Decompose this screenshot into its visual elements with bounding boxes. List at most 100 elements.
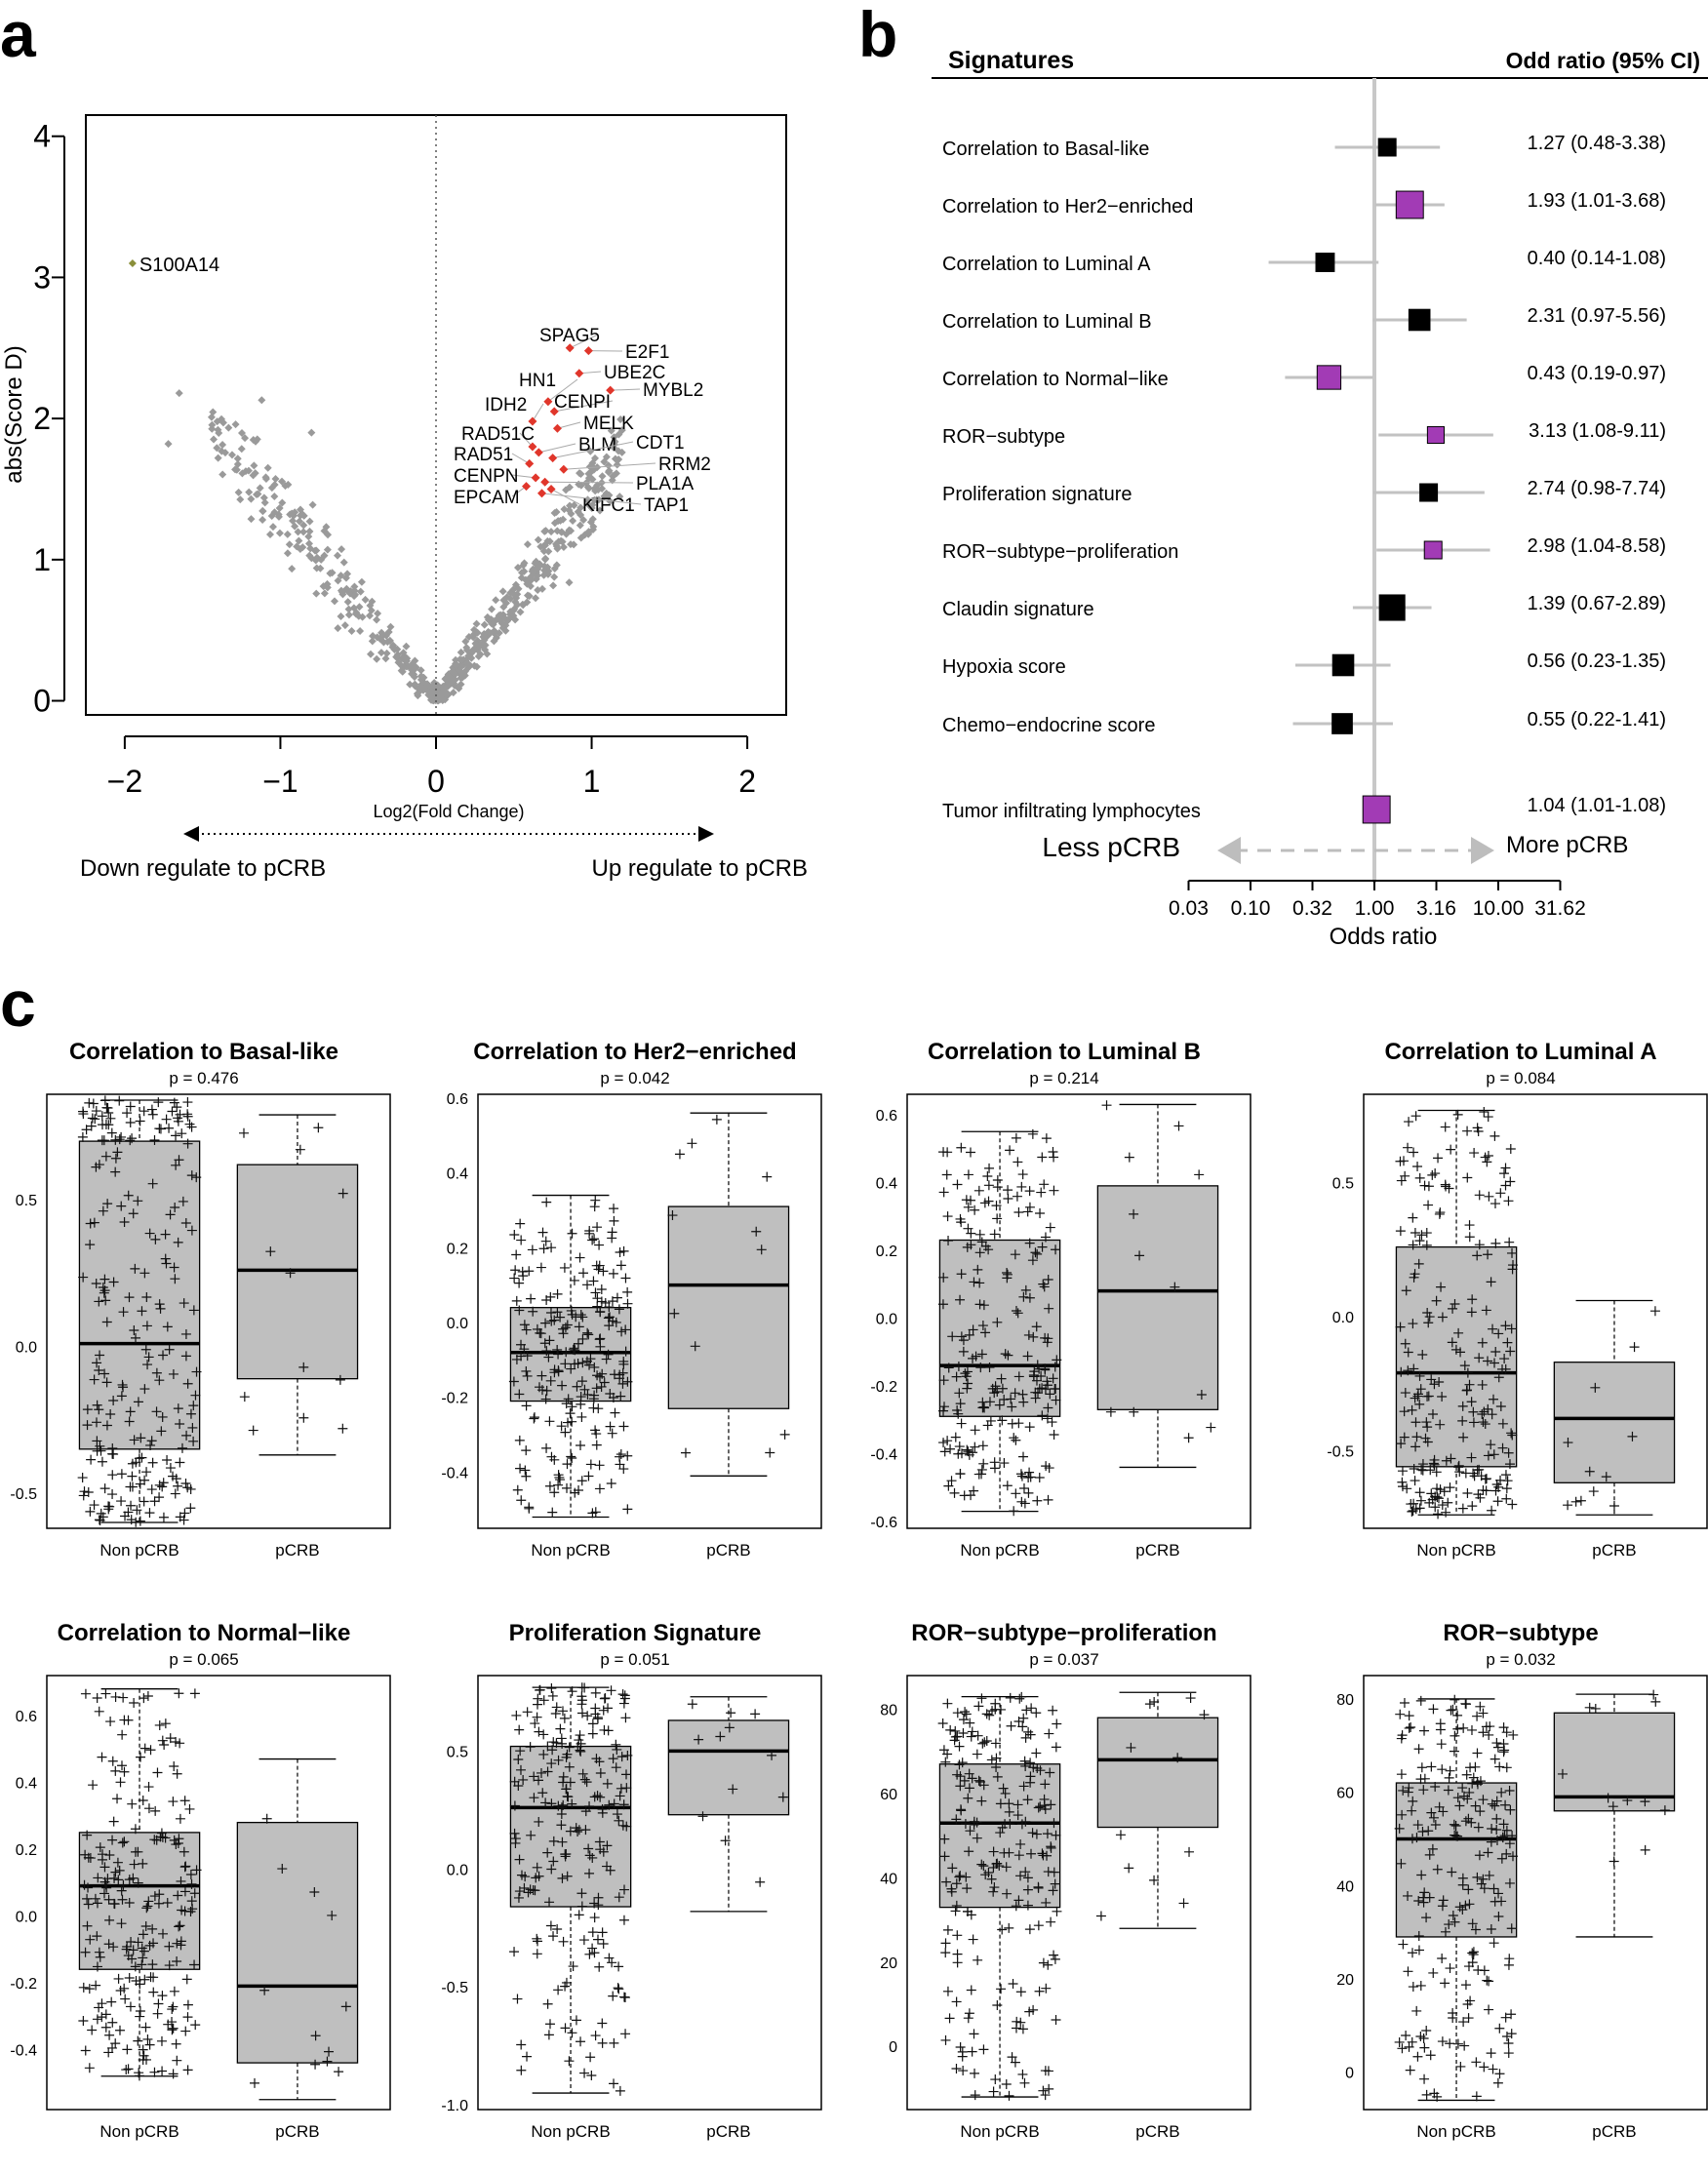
data-point xyxy=(984,1711,994,1720)
data-point xyxy=(1046,1223,1055,1233)
data-point xyxy=(592,1441,602,1450)
y-tick-label: 3 xyxy=(33,259,51,295)
boxplot-y-tick-label: 40 xyxy=(1336,1878,1354,1895)
data-point xyxy=(945,1444,955,1454)
data-point xyxy=(568,1229,577,1239)
data-point xyxy=(1414,1744,1424,1754)
data-point xyxy=(1409,1147,1418,1157)
data-point xyxy=(1017,2070,1027,2079)
gene-point xyxy=(165,440,173,448)
data-point xyxy=(1469,1950,1479,1959)
data-point xyxy=(609,1269,618,1279)
odds-marker xyxy=(1378,138,1396,156)
boxplot-y-tick-label: 0.2 xyxy=(876,1244,897,1260)
gene-point xyxy=(331,597,338,605)
data-point xyxy=(545,2019,555,2029)
data-point xyxy=(173,1481,182,1491)
data-point xyxy=(622,1451,632,1461)
data-point xyxy=(101,2009,111,2019)
data-point xyxy=(577,1682,587,1692)
gene-point xyxy=(362,596,370,604)
data-point xyxy=(539,1695,549,1705)
data-point xyxy=(555,1724,565,1734)
gene-point xyxy=(276,530,284,537)
data-point xyxy=(566,1408,576,1418)
gene-point xyxy=(547,528,555,535)
data-point xyxy=(108,1449,118,1459)
data-point xyxy=(1034,1920,1044,1930)
data-point xyxy=(1014,1694,1024,1704)
forest-tick-label: 0.32 xyxy=(1292,897,1332,920)
data-point xyxy=(577,1708,587,1718)
odds-marker xyxy=(1332,654,1354,676)
data-point xyxy=(945,2013,955,2023)
data-point xyxy=(1052,1718,1061,1728)
data-point xyxy=(1494,2024,1504,2034)
data-point xyxy=(675,1149,685,1159)
data-point xyxy=(618,1689,628,1699)
data-point xyxy=(185,1120,195,1129)
data-point xyxy=(1455,2062,1465,2072)
data-point xyxy=(958,2066,968,2075)
data-point xyxy=(155,1720,165,1730)
data-point xyxy=(559,1937,569,1947)
boxplot-y-tick-label: 0.4 xyxy=(447,1166,468,1183)
data-point xyxy=(1585,1703,1595,1713)
gene-point xyxy=(248,515,256,523)
data-point xyxy=(1459,2041,1469,2051)
data-point xyxy=(86,1455,96,1465)
data-point xyxy=(104,1502,114,1512)
signature-label: Proliferation signature xyxy=(942,484,1132,505)
data-point xyxy=(1096,1912,1106,1921)
data-point xyxy=(105,1717,115,1726)
data-point xyxy=(1416,1981,1426,1991)
data-point xyxy=(515,1464,525,1474)
data-point xyxy=(1428,1704,1438,1714)
gene-point xyxy=(266,531,274,538)
data-point xyxy=(532,1934,541,1944)
data-point xyxy=(951,1433,961,1442)
gene-point xyxy=(245,489,253,496)
data-point xyxy=(971,2090,980,2100)
data-point xyxy=(1048,1147,1057,1157)
signature-label: Correlation to Basal-like xyxy=(942,138,1149,160)
boxplot-y-tick-label: 0.6 xyxy=(876,1108,897,1125)
data-point xyxy=(622,1287,632,1297)
data-point xyxy=(541,1237,551,1246)
forest-tick-label: 31.62 xyxy=(1534,897,1586,920)
data-point xyxy=(614,1983,623,1993)
data-point xyxy=(1035,1208,1045,1218)
gene-point xyxy=(341,621,349,629)
gene-point xyxy=(288,565,296,573)
data-point xyxy=(1641,1845,1650,1855)
odds-ci-text: 1.04 (1.01-1.08) xyxy=(1528,795,1666,816)
labeled-gene-point xyxy=(535,448,543,456)
data-point xyxy=(157,2036,167,2046)
data-point xyxy=(1467,1501,1477,1511)
gene-point xyxy=(218,470,226,478)
data-point xyxy=(93,2014,102,2024)
box xyxy=(1097,1718,1217,1827)
data-point xyxy=(982,1736,992,1746)
signature-label: Tumor infiltrating lymphocytes xyxy=(942,801,1201,822)
data-point xyxy=(105,1114,115,1124)
data-point xyxy=(524,1266,534,1276)
data-point xyxy=(1145,1699,1155,1709)
data-point xyxy=(153,1097,163,1107)
group-label: pCRB xyxy=(706,1541,750,1560)
data-point xyxy=(122,2044,132,2054)
data-point xyxy=(116,1777,126,1787)
odds-marker xyxy=(1409,309,1430,331)
data-point xyxy=(100,1095,110,1105)
data-point xyxy=(990,1229,1000,1239)
data-point xyxy=(1398,1940,1408,1950)
data-point xyxy=(607,1233,616,1243)
data-point xyxy=(1018,1169,1028,1179)
data-point xyxy=(973,1731,983,1741)
data-point xyxy=(172,2056,181,2066)
boxplot-p-value: p = 0.476 xyxy=(169,1069,238,1087)
data-point xyxy=(567,1417,576,1427)
odds-marker xyxy=(1396,191,1423,218)
data-point xyxy=(1016,1692,1026,1702)
data-point xyxy=(984,1164,994,1173)
